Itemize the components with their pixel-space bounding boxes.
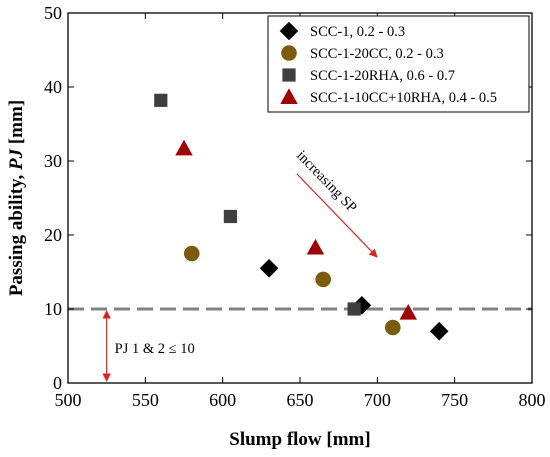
x-tick-label: 750 <box>441 390 468 410</box>
legend-marker-circle <box>281 45 297 61</box>
x-tick-label: 700 <box>364 390 391 410</box>
pj-threshold-label: PJ 1 & 2 ≤ 10 <box>115 341 195 357</box>
y-axis-label: Passing ability, PJ [mm] <box>6 100 27 296</box>
legend-marker-diamond <box>279 21 299 41</box>
data-point-diamond <box>352 296 372 315</box>
legend-box <box>267 15 530 113</box>
data-point-square <box>347 302 361 316</box>
legend-marker-square <box>282 68 296 82</box>
data-point-diamond <box>429 321 449 341</box>
y-tick-label: 50 <box>44 3 62 23</box>
legend-entry-label: SCC-1-20RHA, 0.6 - 0.7 <box>310 68 455 84</box>
data-point-square <box>223 209 237 224</box>
data-point-circle <box>315 271 332 288</box>
x-tick-label: 550 <box>132 390 159 410</box>
x-axis-label: Slump flow [mm] <box>229 429 370 450</box>
legend-entry-label: SCC-1, 0.2 - 0.3 <box>310 24 405 40</box>
data-point-triangle <box>175 139 193 156</box>
y-tick-label: 10 <box>44 299 62 319</box>
data-point-diamond <box>259 259 279 278</box>
y-tick-label: 30 <box>44 151 62 171</box>
data-point-circle <box>385 319 401 336</box>
x-tick-label: 650 <box>287 390 314 410</box>
y-tick-label: 40 <box>44 77 62 97</box>
increasing-sp-label: increasing SP <box>293 148 360 216</box>
increasing-sp-arrow <box>296 173 378 258</box>
legend-marker-triangle <box>280 88 298 104</box>
legend: SCC-1, 0.2 - 0.3 SCC-1-20CC, 0.2 - 0.3 SCC… <box>267 15 530 113</box>
y-tick-label: 20 <box>44 225 62 245</box>
data-point-triangle <box>306 238 325 255</box>
legend-entry-label: SCC-1-10CC+10RHA, 0.4 - 0.5 <box>310 90 497 106</box>
x-tick-label: 600 <box>209 390 236 410</box>
legend-entry-label: SCC-1-20CC, 0.2 - 0.3 <box>310 46 444 62</box>
y-tick-label: 0 <box>53 373 62 393</box>
data-point-triangle <box>399 304 417 320</box>
x-tick-label: 800 <box>519 390 546 410</box>
x-tick-label: 500 <box>55 390 82 410</box>
data-point-circle <box>183 245 200 262</box>
data-point-square <box>154 93 168 107</box>
